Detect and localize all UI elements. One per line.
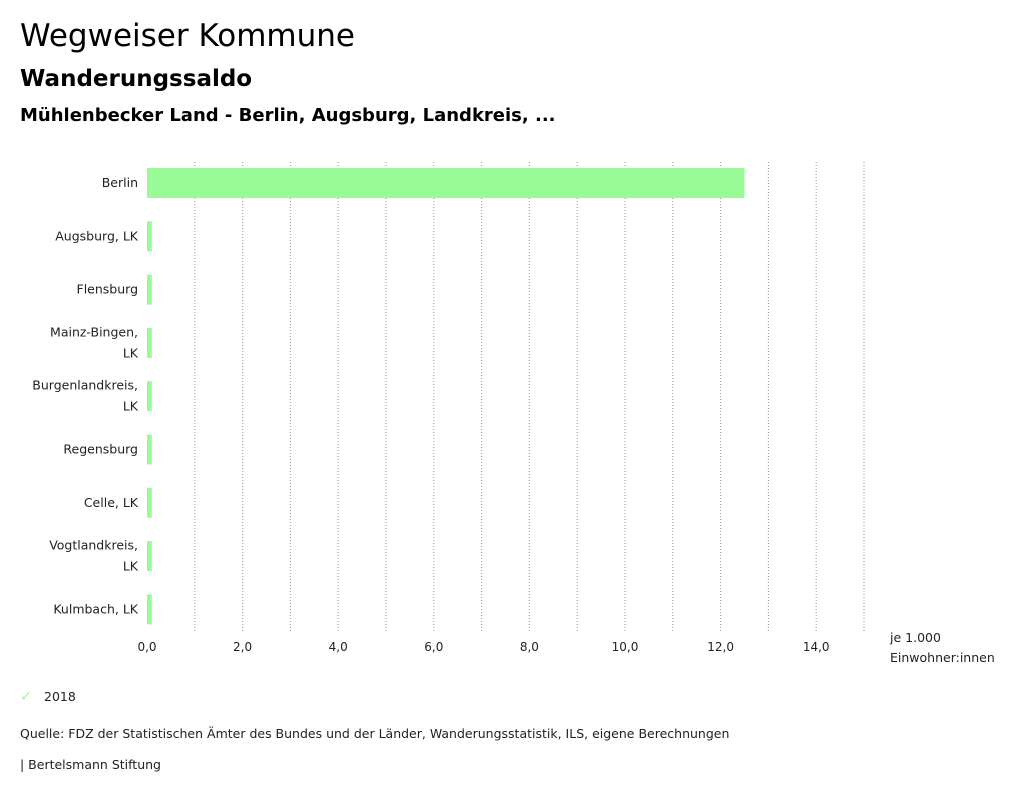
category-label: LK (123, 345, 139, 360)
grid-lines (194, 162, 865, 632)
x-tick-label: 14,0 (803, 640, 830, 654)
category-label: Kulmbach, LK (53, 601, 138, 616)
category-label: Mainz-Bingen, (50, 324, 138, 339)
legend-item-2018[interactable]: ✓ 2018 (20, 687, 76, 705)
check-icon: ✓ (20, 687, 33, 705)
bar-kulmbach-lk (147, 594, 152, 625)
bar-celle-lk (147, 487, 152, 518)
category-label: Celle, LK (84, 495, 139, 510)
category-label: Regensburg (63, 442, 138, 457)
legend-label: 2018 (44, 688, 76, 704)
brand-credit: | Bertelsmann Stiftung (20, 757, 161, 772)
x-tick-label: 2,0 (233, 640, 252, 654)
bar-mainz-bingen-lk (147, 327, 152, 358)
x-axis-ticks: 0,0 2,0 4,0 6,0 8,0 10,0 12,0 14,0 (137, 640, 829, 654)
bar-vogtlandkreis-lk (147, 541, 152, 572)
bar-augsburg-lk (147, 221, 152, 252)
category-label: Berlin (102, 175, 138, 190)
region-caption: Mühlenbecker Land - Berlin, Augsburg, La… (20, 105, 556, 126)
category-label: Burgenlandkreis, (32, 378, 138, 393)
category-label: LK (123, 559, 139, 574)
bar-berlin (147, 168, 745, 198)
x-tick-label: 8,0 (520, 640, 539, 654)
chart-subtitle: Wanderungssaldo (20, 66, 253, 92)
bars (147, 168, 745, 625)
category-label: Augsburg, LK (55, 228, 139, 243)
x-axis-unit-line-2: Einwohner:innen (890, 650, 995, 665)
x-tick-label: 4,0 (329, 640, 348, 654)
chart-title: Wegweiser Kommune (20, 18, 355, 54)
x-tick-label: 0,0 (137, 640, 156, 654)
category-labels: Berlin Augsburg, LK Flensburg Mainz-Bingen,… (32, 175, 139, 616)
x-tick-label: 12,0 (707, 640, 734, 654)
category-label: Vogtlandkreis, (49, 538, 138, 553)
bar-regensburg (147, 434, 152, 465)
category-label: Flensburg (77, 282, 139, 297)
x-tick-label: 6,0 (424, 640, 443, 654)
x-axis-unit-line-1: je 1.000 (890, 630, 941, 645)
category-label: LK (123, 399, 139, 414)
x-axis-unit: je 1.000 Einwohner:innen (890, 628, 995, 668)
source-note: Quelle: FDZ der Statistischen Ämter des … (20, 726, 730, 741)
bar-flensburg (147, 274, 152, 305)
x-tick-label: 10,0 (612, 640, 639, 654)
bar-burgenlandkreis-lk (147, 381, 152, 412)
